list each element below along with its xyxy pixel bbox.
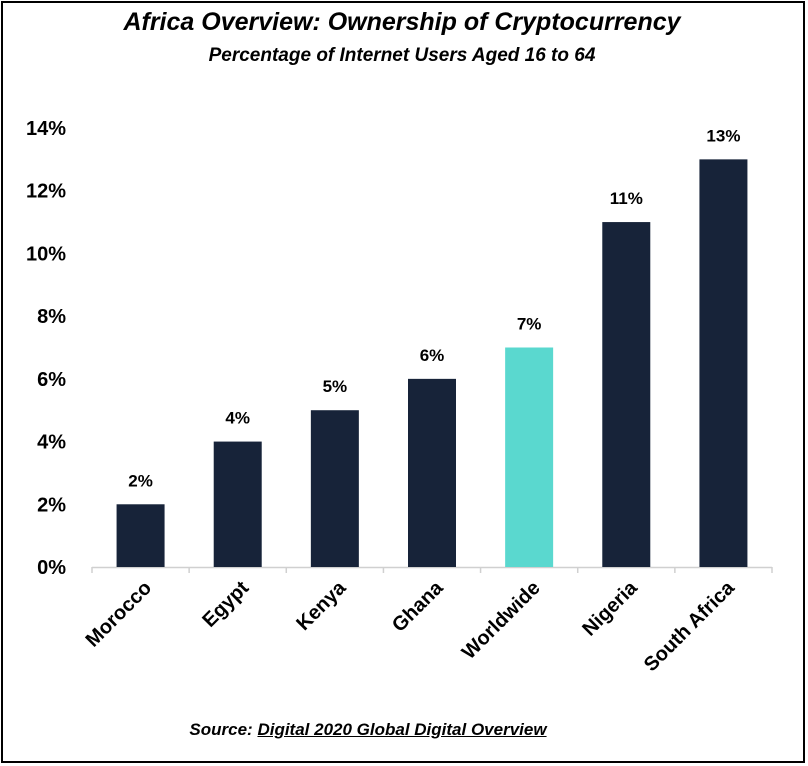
x-tick-label: South Africa [640,576,740,676]
bar [213,441,262,567]
y-tick-label: 10% [26,243,66,265]
y-tick-label: 0% [37,557,66,579]
y-tick-label: 4% [37,432,66,454]
data-label: 11% [610,189,643,208]
bar [699,159,748,567]
bar [408,378,456,567]
x-tick-label: Morocco [82,577,156,651]
chart-subtitle: Percentage of Internet Users Aged 16 to … [208,45,596,66]
source-prefix: Source: [189,720,253,739]
bar [505,347,554,567]
data-label: 6% [420,346,445,365]
x-tick-label: Ghana [388,576,448,636]
source-note: Source: Digital 2020 Global Digital Over… [0,720,736,740]
data-label: 7% [517,315,542,334]
bar [602,222,651,568]
data-label: 5% [323,377,348,396]
x-tick-label: Kenya [292,576,351,635]
bar [116,504,165,567]
x-tick-label: Egypt [198,577,253,632]
source-link[interactable]: Digital 2020 Global Digital Overview [257,720,547,739]
y-tick-label: 12% [26,181,66,203]
y-tick-label: 8% [37,306,66,328]
data-label: 13% [706,126,740,145]
chart-title: Africa Overview: Ownership of Cryptocurr… [123,8,681,36]
y-tick-label: 6% [37,369,66,391]
x-tick-label: Nigeria [578,576,642,640]
y-tick-label: 14% [26,118,66,140]
y-tick-label: 2% [37,494,66,516]
data-label: 4% [225,409,250,428]
data-label: 2% [128,471,153,490]
bar [310,410,359,567]
x-tick-label: Worldwide [458,577,545,664]
